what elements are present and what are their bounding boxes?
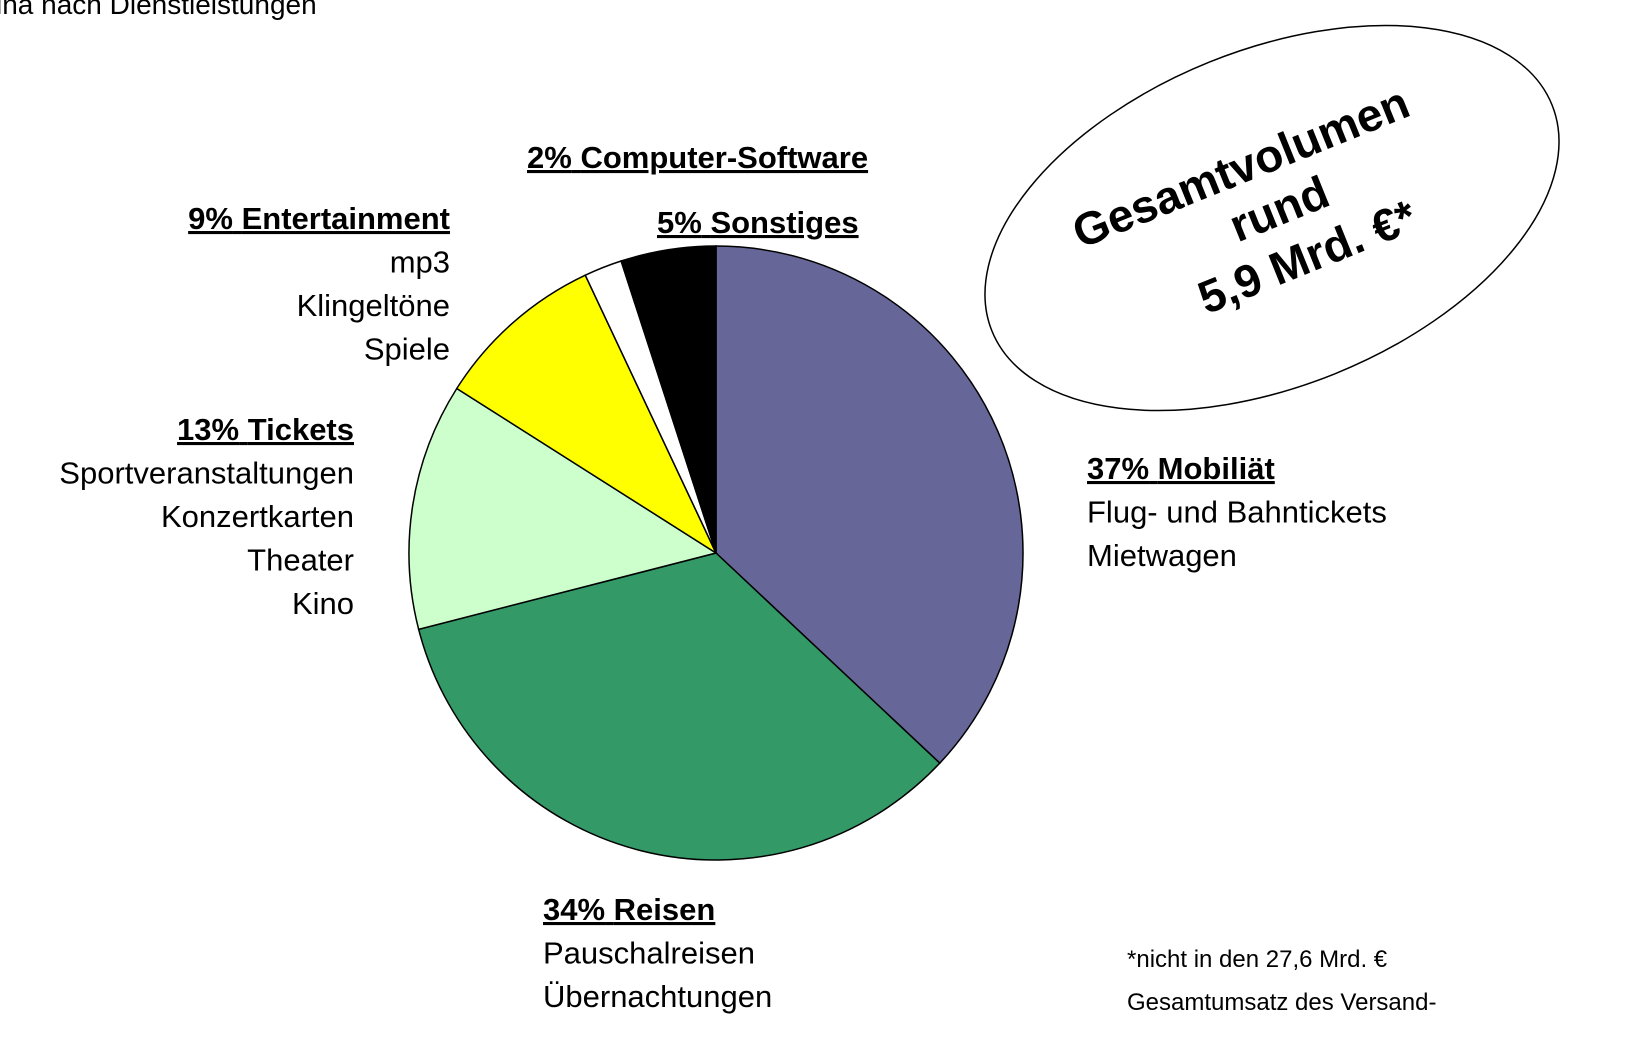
slice-percent: 34% [543, 892, 605, 927]
slice-detail: Flug- und Bahntickets [1087, 495, 1387, 530]
slice-percent: 5% [657, 205, 702, 240]
slice-detail: Kino [292, 586, 354, 621]
slice-label: 13% Tickets [177, 412, 354, 447]
slice-name: Tickets [248, 412, 354, 447]
footnote: *nicht in den 27,6 Mrd. € [1127, 946, 1388, 973]
footnote: Gesamtumsatz des Versand- [1127, 989, 1436, 1016]
slice-name: Computer-Software [580, 140, 868, 175]
pie-slice [715, 245, 1024, 765]
slice-detail: Sportveranstaltungen [59, 456, 354, 491]
slice-percent: 13% [177, 412, 239, 447]
slice-label: 34% Reisen [543, 892, 715, 927]
pie-slice [408, 387, 718, 631]
slice-label: 5% Sonstiges [657, 205, 859, 240]
slice-percent: 2% [527, 140, 572, 175]
slice-label: 9% Entertainment [188, 201, 450, 236]
slice-name: Reisen [614, 892, 716, 927]
slice-name: Sonstiges [710, 205, 858, 240]
slice-name: Entertainment [242, 201, 450, 236]
slice-detail: Konzertkarten [161, 499, 354, 534]
chart-title: ina nach Dienstleistungen [0, 0, 317, 20]
pie-slice [455, 274, 718, 556]
slice-detail: Pauschalreisen [543, 936, 755, 971]
slice-label: 37% Mobiliät [1087, 451, 1275, 486]
slice-detail: Theater [247, 543, 354, 578]
slice-detail: Klingeltöne [297, 288, 450, 323]
slice-percent: 9% [188, 201, 233, 236]
slice-name: Mobiliät [1158, 451, 1275, 486]
slice-detail: mp3 [390, 245, 450, 280]
slice-detail: Mietwagen [1087, 538, 1237, 573]
pie-slice [620, 245, 717, 554]
slice-detail: Übernachtungen [543, 979, 772, 1014]
slice-percent: 37% [1087, 451, 1149, 486]
pie-slice [417, 552, 941, 861]
slice-label: 2% Computer-Software [527, 140, 868, 175]
annotation-ellipse [984, 24, 1560, 412]
slice-detail: Spiele [364, 332, 450, 367]
